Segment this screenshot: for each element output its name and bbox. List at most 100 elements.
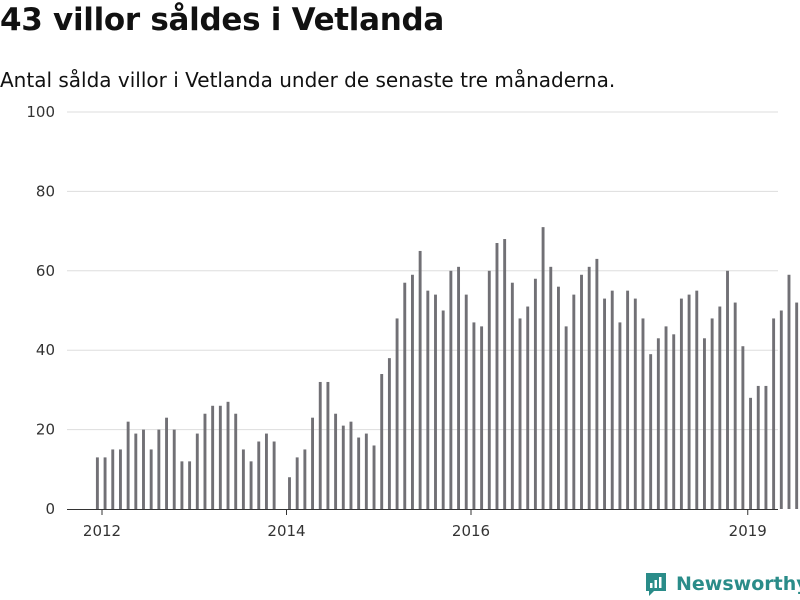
y-tick-label: 100 — [26, 103, 55, 121]
x-tick-label: 2016 — [452, 522, 490, 540]
bar — [241, 449, 245, 509]
brand: Newsworthy — [644, 568, 800, 600]
bar — [364, 433, 368, 509]
bar — [603, 298, 607, 509]
bar — [111, 449, 115, 509]
y-tick-label: 0 — [45, 500, 55, 518]
bar — [341, 425, 345, 509]
bar — [380, 374, 384, 509]
bar — [180, 461, 184, 509]
bar — [295, 457, 299, 509]
bar — [288, 477, 291, 509]
bar — [103, 457, 107, 509]
bar — [95, 457, 99, 509]
bar — [426, 290, 430, 509]
bar — [495, 243, 499, 509]
newsworthy-logo-icon — [646, 573, 666, 596]
bar — [387, 358, 391, 509]
bar — [618, 322, 622, 509]
bar — [188, 461, 192, 509]
bar — [541, 227, 545, 509]
bar — [533, 278, 537, 509]
bar — [434, 294, 437, 509]
bar — [257, 441, 261, 509]
bar — [372, 445, 376, 509]
bar — [664, 326, 668, 509]
bar — [126, 421, 130, 509]
brand-name: Newsworthy — [676, 573, 800, 595]
bar — [510, 282, 514, 509]
bar — [687, 294, 691, 509]
bar — [795, 302, 799, 509]
bar — [142, 429, 145, 509]
bar — [334, 413, 338, 509]
x-tick-label: 2014 — [267, 522, 305, 540]
bar-chart: 0204060801004320122014201620192021202320… — [26, 103, 799, 540]
bar — [672, 334, 676, 509]
bar — [134, 433, 138, 509]
tick-labels: 0204060801004320122014201620192021202320… — [26, 103, 766, 540]
bar — [203, 413, 207, 509]
bar — [741, 346, 745, 509]
bar — [595, 258, 599, 509]
grid-lines — [67, 111, 778, 431]
bar — [764, 385, 768, 509]
bar — [518, 318, 522, 509]
x-tick-label: 2012 — [83, 522, 121, 540]
bar — [149, 449, 153, 509]
bar — [157, 429, 161, 509]
chart-title: 43 villor såldes i Vetlanda — [0, 2, 445, 38]
bar — [649, 354, 653, 509]
bar — [264, 433, 268, 509]
bar — [679, 298, 683, 509]
y-tick-label: 80 — [36, 182, 55, 200]
bar — [626, 290, 630, 509]
bar — [441, 310, 445, 509]
bar — [641, 318, 645, 509]
bar — [318, 381, 322, 509]
bar — [395, 318, 399, 509]
bar — [480, 326, 484, 509]
bar — [633, 298, 637, 509]
bar — [610, 290, 614, 509]
bar — [403, 282, 407, 509]
bar — [226, 401, 230, 509]
bar — [165, 417, 168, 509]
bar — [357, 437, 361, 509]
bar — [418, 250, 422, 509]
bar — [503, 239, 507, 510]
bar — [303, 449, 307, 509]
bars — [95, 227, 799, 510]
bar — [526, 306, 530, 509]
bar — [572, 294, 576, 509]
bar — [311, 417, 314, 509]
y-tick-label: 40 — [36, 341, 55, 359]
chart-subtitle: Antal sålda villor i Vetlanda under de s… — [0, 68, 616, 92]
bar — [249, 461, 253, 509]
bar — [457, 266, 461, 509]
bar — [718, 306, 722, 509]
bar — [326, 381, 330, 509]
bar — [787, 274, 791, 509]
y-tick-label: 20 — [36, 421, 55, 439]
bar — [449, 270, 453, 509]
bar — [656, 338, 660, 509]
bar — [272, 441, 276, 509]
bar — [779, 310, 783, 509]
bar — [172, 429, 176, 509]
bar — [756, 385, 760, 509]
bar — [411, 274, 414, 509]
bar — [549, 266, 553, 509]
bar — [487, 270, 491, 509]
bar — [211, 405, 215, 509]
bar — [703, 338, 706, 509]
bar — [726, 270, 729, 509]
bar — [564, 326, 568, 509]
bar — [580, 274, 583, 509]
bar — [733, 302, 737, 509]
bar — [695, 290, 699, 509]
bar — [349, 421, 353, 509]
bar — [772, 318, 776, 509]
x-axis — [67, 509, 778, 515]
bar — [557, 286, 560, 509]
